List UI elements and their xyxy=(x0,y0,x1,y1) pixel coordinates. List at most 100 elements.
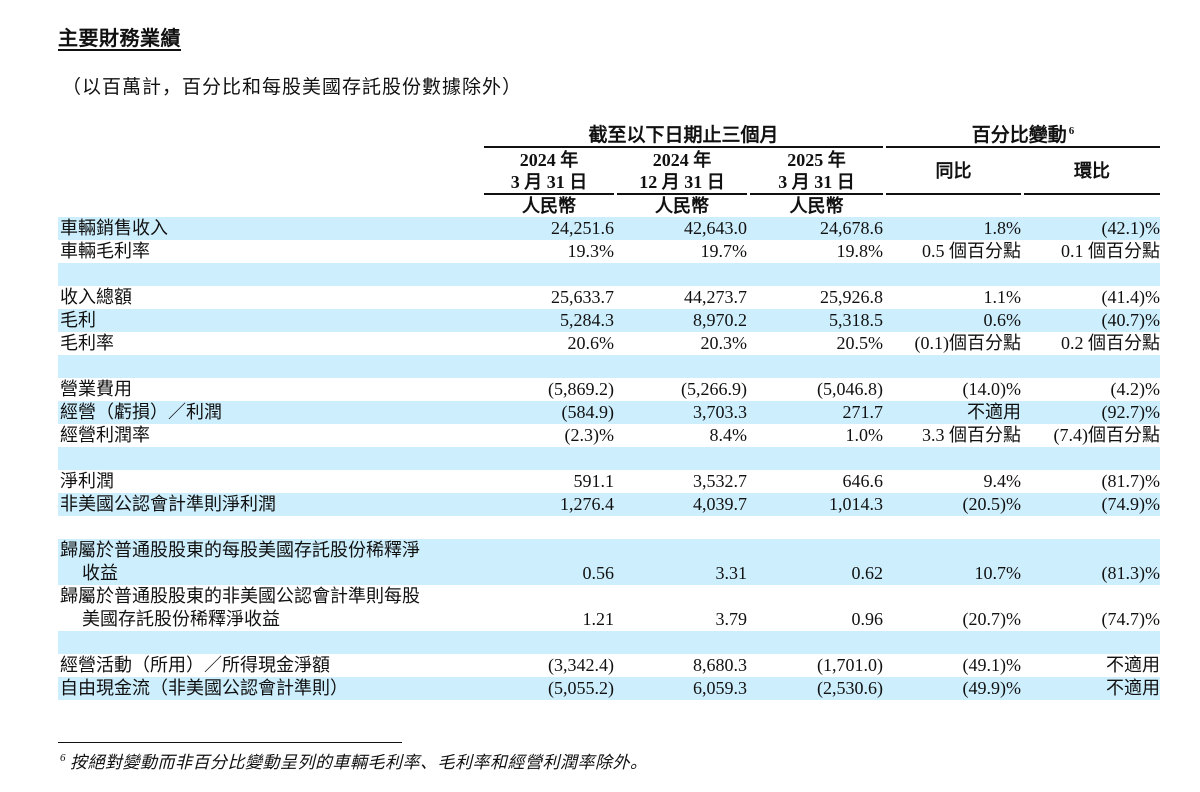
row-label: 經營活動（所用）／所得現金淨額 xyxy=(60,655,330,675)
cell-value: (5,266.9) xyxy=(681,379,747,399)
cell-value: 5,284.3 xyxy=(560,310,614,330)
cell-value: (7.4)個百分點 xyxy=(1053,425,1161,445)
cell-value: (74.9)% xyxy=(1101,494,1160,514)
cell-value: 24,251.6 xyxy=(551,218,614,238)
table-row: 淨利潤 591.1 3,532.7 646.6 9.4% (81.7)% xyxy=(58,470,1160,493)
row-label: 經營（虧損）／利潤 xyxy=(60,402,222,422)
currency-label: 人民幣 xyxy=(789,196,844,216)
footnote: 6 按絕對變動而非百分比變動呈列的車輛毛利率、毛利率和經營利潤率除外。 xyxy=(60,748,648,773)
currency-label: 人民幣 xyxy=(522,196,576,216)
table-row: 營業費用 (5,869.2) (5,266.9) (5,046.8) (14.0… xyxy=(58,378,1160,401)
row-label: 車輛毛利率 xyxy=(60,241,150,261)
footnote-marker: 6 xyxy=(60,752,66,765)
cell-value: (49.9)% xyxy=(962,678,1021,698)
cell-value: 591.1 xyxy=(573,471,615,491)
cell-value: 8,970.2 xyxy=(693,310,747,330)
cell-value: 8,680.3 xyxy=(693,655,747,675)
row-label-line1: 歸屬於普通股股東的每股美國存託股份稀釋淨 xyxy=(60,540,420,560)
table-row: 毛利 5,284.3 8,970.2 5,318.5 0.6% (40.7)% xyxy=(58,309,1160,332)
header-group-change-label: 百分比變動 xyxy=(971,125,1067,146)
cell-value: (0.1)個百分點 xyxy=(914,333,1022,353)
column-date: 12 月 31 日 xyxy=(639,172,725,192)
cell-value: 0.56 xyxy=(582,563,615,583)
cell-value: 3,703.3 xyxy=(693,402,747,422)
table-row: 車輛毛利率 19.3% 19.7% 19.8% 0.5 個百分點 0.1 個百分… xyxy=(58,240,1160,263)
cell-value: 4,039.7 xyxy=(693,494,747,514)
cell-value: (74.7)% xyxy=(1101,609,1160,629)
row-label: 淨利潤 xyxy=(60,471,114,491)
cell-value: (40.7)% xyxy=(1101,310,1160,330)
column-label: 環比 xyxy=(1074,161,1110,181)
row-label: 收入總額 xyxy=(60,287,132,307)
cell-value: 42,643.0 xyxy=(684,218,747,238)
unit-note: （以百萬計，百分比和每股美國存託股份數據除外） xyxy=(62,77,523,98)
table-row: 毛利率 20.6% 20.3% 20.5% (0.1)個百分點 0.2 個百分點 xyxy=(58,332,1160,355)
row-label-line2: 收益 xyxy=(82,563,118,583)
table-row: 經營活動（所用）／所得現金淨額 (3,342.4) 8,680.3 (1,701… xyxy=(58,654,1160,677)
cell-value: 271.7 xyxy=(842,402,884,422)
spacer-row xyxy=(58,355,1160,378)
table-row: 歸屬於普通股股東的非美國公認會計準則每股 美國存託股份稀釋淨收益 1.21 3.… xyxy=(58,585,1160,631)
table-row: 自由現金流（非美國公認會計準則） (5,055.2) 6,059.3 (2,53… xyxy=(58,677,1160,700)
currency-label: 人民幣 xyxy=(655,196,709,216)
cell-value: 0.96 xyxy=(851,609,884,629)
page-title: 主要財務業績 xyxy=(58,28,181,50)
cell-value: 0.1 個百分點 xyxy=(1061,241,1160,261)
table-row: 車輛銷售收入 24,251.6 42,643.0 24,678.6 1.8% (… xyxy=(58,217,1160,240)
column-header-yoy: 同比 xyxy=(886,149,1021,195)
row-label: 歸屬於普通股股東的非美國公認會計準則每股 美國存託股份稀釋淨收益 xyxy=(60,585,420,631)
cell-value: 20.5% xyxy=(836,333,884,353)
header-group-period-label: 截至以下日期止三個月 xyxy=(588,125,779,146)
cell-value: 19.8% xyxy=(836,241,884,261)
cell-value: 0.6% xyxy=(983,310,1022,330)
spacer-row xyxy=(58,447,1160,470)
row-label: 自由現金流（非美國公認會計準則） xyxy=(60,678,348,698)
cell-value: (41.4)% xyxy=(1101,287,1160,307)
cell-value: 1.21 xyxy=(582,609,615,629)
table-row: 歸屬於普通股股東的每股美國存託股份稀釋淨 收益 0.56 3.31 0.62 1… xyxy=(58,539,1160,585)
cell-value: (42.1)% xyxy=(1101,218,1160,238)
cell-value: 不適用 xyxy=(1106,655,1160,675)
cell-value: 20.3% xyxy=(700,333,748,353)
cell-value: 1,276.4 xyxy=(560,494,614,514)
cell-value: (4.2)% xyxy=(1110,379,1160,399)
cell-value: (92.7)% xyxy=(1101,402,1160,422)
row-label-line2: 美國存託股份稀釋淨收益 xyxy=(82,609,280,629)
table-row: 非美國公認會計準則淨利潤 1,276.4 4,039.7 1,014.3 (20… xyxy=(58,493,1160,516)
footnote-ref: 6 xyxy=(1068,124,1075,137)
row-label: 毛利率 xyxy=(60,333,114,353)
header-group-change: 百分比變動 6 xyxy=(886,120,1160,148)
footnote-divider xyxy=(58,742,402,743)
cell-value: 0.5 個百分點 xyxy=(922,241,1021,261)
cell-value: 20.6% xyxy=(567,333,615,353)
cell-value: 25,926.8 xyxy=(820,287,883,307)
cell-value: 44,273.7 xyxy=(684,287,747,307)
cell-value: 19.3% xyxy=(567,241,615,261)
cell-value: 1.8% xyxy=(983,218,1022,238)
cell-value: (3,342.4) xyxy=(548,655,614,675)
cell-value: (81.7)% xyxy=(1101,471,1160,491)
cell-value: 6,059.3 xyxy=(693,678,747,698)
cell-value: (14.0)% xyxy=(962,379,1021,399)
row-label: 歸屬於普通股股東的每股美國存託股份稀釋淨 收益 xyxy=(60,539,420,585)
financial-table: 車輛銷售收入 24,251.6 42,643.0 24,678.6 1.8% (… xyxy=(58,217,1160,700)
cell-value: 0.62 xyxy=(851,563,884,583)
table-row: 經營利潤率 (2.3)% 8.4% 1.0% 3.3 個百分點 (7.4)個百分… xyxy=(58,424,1160,447)
column-label: 同比 xyxy=(935,161,972,181)
cell-value: (584.9) xyxy=(561,402,615,422)
footnote-text: 按絕對變動而非百分比變動呈列的車輛毛利率、毛利率和經營利潤率除外。 xyxy=(70,753,648,772)
column-year: 2025 年 xyxy=(787,150,846,170)
cell-value: 19.7% xyxy=(700,241,748,261)
cell-value: (2,530.6) xyxy=(817,678,883,698)
cell-value: 1,014.3 xyxy=(829,494,883,514)
cell-value: (5,869.2) xyxy=(548,379,614,399)
cell-value: 5,318.5 xyxy=(829,310,883,330)
cell-value: 9.4% xyxy=(983,471,1022,491)
spacer-row xyxy=(58,516,1160,539)
row-label: 車輛銷售收入 xyxy=(60,218,168,238)
cell-value: 24,678.6 xyxy=(820,218,883,238)
cell-value: 1.1% xyxy=(983,287,1022,307)
cell-value: (5,046.8) xyxy=(817,379,883,399)
cell-value: 3,532.7 xyxy=(693,471,747,491)
table-row: 收入總額 25,633.7 44,273.7 25,926.8 1.1% (41… xyxy=(58,286,1160,309)
